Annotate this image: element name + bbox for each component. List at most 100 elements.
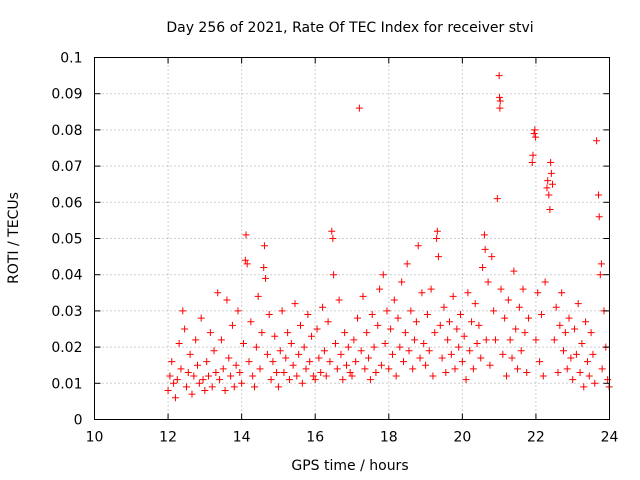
y-tick-label: 0.03 bbox=[51, 304, 82, 320]
data-point bbox=[587, 329, 595, 337]
data-point bbox=[480, 231, 488, 239]
data-point bbox=[589, 350, 597, 358]
data-point bbox=[330, 271, 338, 279]
data-point bbox=[297, 321, 304, 329]
data-point bbox=[339, 376, 347, 384]
data-point bbox=[572, 350, 580, 358]
data-point bbox=[532, 133, 540, 141]
data-point bbox=[469, 365, 477, 373]
data-point bbox=[390, 296, 398, 304]
gridlines bbox=[94, 57, 610, 420]
data-point bbox=[496, 104, 504, 112]
data-point bbox=[528, 158, 536, 166]
data-point bbox=[523, 368, 531, 376]
data-point bbox=[346, 368, 354, 376]
data-point bbox=[442, 368, 450, 376]
data-point bbox=[497, 285, 505, 293]
data-point bbox=[379, 271, 387, 279]
data-point bbox=[168, 358, 176, 366]
data-point bbox=[398, 278, 406, 286]
data-point bbox=[219, 365, 227, 373]
data-point bbox=[412, 318, 420, 326]
data-point bbox=[262, 274, 270, 282]
data-point bbox=[488, 253, 496, 261]
data-point bbox=[508, 354, 516, 362]
data-point bbox=[239, 339, 247, 347]
x-tick-label: 12 bbox=[159, 430, 177, 446]
x-axis-label: GPS time / hours bbox=[291, 458, 408, 474]
data-point bbox=[445, 318, 453, 326]
data-point bbox=[462, 376, 470, 384]
data-point bbox=[565, 314, 573, 322]
data-point bbox=[405, 347, 413, 355]
data-point bbox=[552, 303, 560, 311]
data-point bbox=[372, 368, 380, 376]
y-axis-label: ROTI / TECUs bbox=[6, 192, 22, 284]
data-point bbox=[576, 368, 584, 376]
data-point bbox=[263, 350, 271, 358]
data-point bbox=[166, 372, 174, 380]
data-point bbox=[519, 285, 527, 293]
data-point bbox=[194, 361, 201, 369]
y-tick-label: 0.08 bbox=[51, 123, 82, 139]
data-point bbox=[554, 368, 562, 376]
data-point bbox=[481, 245, 489, 253]
data-point bbox=[258, 329, 266, 337]
data-point bbox=[267, 376, 275, 384]
data-point bbox=[458, 358, 466, 366]
data-point bbox=[383, 307, 391, 315]
data-point bbox=[359, 292, 367, 300]
data-point bbox=[348, 372, 356, 380]
data-point bbox=[302, 365, 310, 373]
data-point bbox=[190, 372, 198, 380]
y-tick-label: 0.02 bbox=[51, 340, 82, 356]
data-point bbox=[543, 184, 551, 192]
data-point bbox=[177, 365, 185, 373]
data-point bbox=[357, 347, 365, 355]
data-point bbox=[567, 354, 575, 362]
data-point bbox=[504, 296, 512, 304]
data-point bbox=[471, 300, 479, 308]
data-point bbox=[335, 296, 343, 304]
data-point bbox=[598, 365, 606, 373]
data-point bbox=[440, 303, 448, 311]
x-tick-label: 16 bbox=[306, 430, 324, 446]
data-point bbox=[531, 126, 539, 134]
data-point bbox=[242, 231, 250, 239]
data-point bbox=[269, 358, 277, 366]
data-point bbox=[596, 271, 604, 279]
data-point bbox=[514, 365, 522, 373]
data-point bbox=[583, 358, 591, 366]
data-point bbox=[230, 383, 238, 391]
data-point bbox=[228, 321, 236, 329]
data-point bbox=[304, 311, 312, 319]
x-tick-label: 22 bbox=[527, 430, 545, 446]
data-point bbox=[385, 365, 393, 373]
data-point bbox=[503, 372, 510, 380]
data-point bbox=[170, 379, 178, 387]
data-point bbox=[444, 336, 452, 344]
data-point bbox=[225, 354, 233, 362]
data-point bbox=[265, 311, 273, 319]
data-point bbox=[245, 358, 253, 366]
data-point bbox=[282, 354, 290, 362]
data-point bbox=[221, 387, 229, 395]
data-point bbox=[374, 321, 382, 329]
data-point bbox=[308, 332, 316, 340]
data-point bbox=[333, 365, 341, 373]
data-point bbox=[400, 358, 407, 366]
data-point bbox=[203, 358, 211, 366]
data-point bbox=[545, 191, 553, 199]
data-point bbox=[271, 332, 279, 340]
x-tick-label: 24 bbox=[601, 430, 619, 446]
data-point bbox=[496, 97, 504, 105]
data-point bbox=[223, 296, 231, 304]
x-tick-label: 10 bbox=[86, 430, 104, 446]
data-point bbox=[585, 372, 593, 380]
data-point bbox=[188, 390, 196, 398]
data-point bbox=[431, 329, 439, 337]
data-point bbox=[368, 311, 376, 319]
data-point bbox=[251, 383, 259, 391]
data-point bbox=[418, 289, 426, 297]
data-point bbox=[574, 300, 582, 308]
